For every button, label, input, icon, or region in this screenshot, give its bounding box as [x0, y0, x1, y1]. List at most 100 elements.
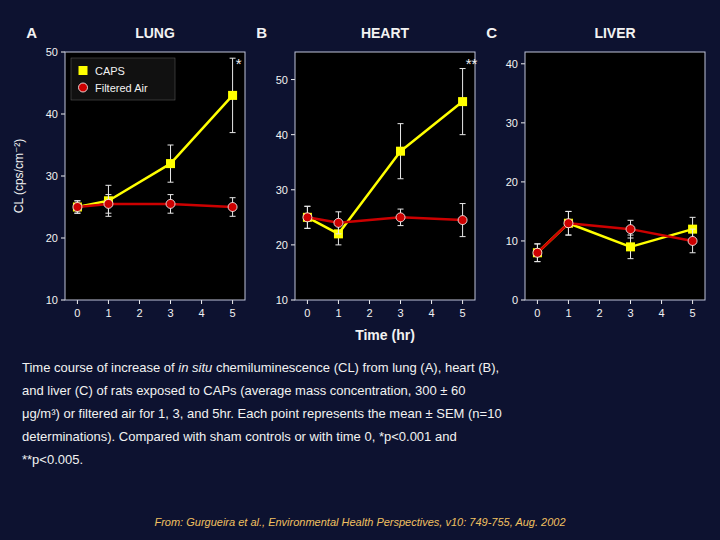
y-tick	[61, 238, 65, 239]
x-tick	[599, 300, 600, 304]
y-tick-label: 50	[46, 46, 58, 58]
point	[73, 203, 82, 212]
point	[688, 236, 697, 245]
x-tick-label: 0	[534, 307, 540, 319]
background	[0, 0, 720, 540]
y-tick-label: 20	[46, 232, 58, 244]
y-tick	[521, 240, 525, 241]
x-tick	[108, 300, 109, 304]
point	[533, 248, 542, 257]
y-tick	[61, 114, 65, 115]
source-text: From: Gurgueira et al., Environmental He…	[154, 516, 565, 528]
point	[303, 213, 312, 222]
point	[166, 199, 175, 208]
legend-box	[71, 58, 175, 100]
series-line	[537, 223, 692, 253]
y-tick	[521, 63, 525, 64]
caption-text: chemiluminescence (CL) from lung (A), he…	[212, 360, 499, 375]
y-tick	[521, 300, 525, 301]
data-layer	[303, 69, 467, 245]
y-tick	[291, 300, 295, 301]
x-tick	[400, 300, 401, 304]
caption-text: μg/m³) or filtered air for 1, 3, and 5hr…	[22, 406, 502, 421]
panel-label: B	[256, 24, 267, 41]
annotation: *	[236, 55, 242, 72]
legend-label: Filtered Air	[95, 82, 148, 94]
x-tick	[201, 300, 202, 304]
x-tick-label: 2	[596, 307, 602, 319]
y-tick	[521, 181, 525, 182]
series-line	[77, 204, 232, 207]
y-axis-label: CL (cps/cm⁻²)	[12, 139, 26, 214]
panel-title: LIVER	[594, 25, 635, 41]
x-axis-label: Time (hr)	[355, 327, 415, 343]
caption-line: and liver (C) of rats exposed to CAPs (a…	[22, 383, 466, 398]
x-tick-label: 2	[136, 307, 142, 319]
x-tick	[661, 300, 662, 304]
plot-area	[65, 52, 245, 300]
x-tick-label: 5	[460, 307, 466, 319]
x-tick	[307, 300, 308, 304]
point	[626, 242, 635, 251]
x-tick	[568, 300, 569, 304]
y-tick	[521, 122, 525, 123]
x-tick	[692, 300, 693, 304]
y-tick-label: 0	[512, 294, 518, 306]
y-tick-label: 10	[506, 235, 518, 247]
y-tick-label: 20	[276, 239, 288, 251]
point	[396, 147, 405, 156]
plot-area	[525, 52, 705, 300]
y-tick	[291, 244, 295, 245]
panel: 010203040012345LIVERC	[486, 24, 705, 319]
panel-label: A	[26, 24, 37, 41]
panel: 1020304050012345*LUNGACL (cps/cm⁻²)CAPSF…	[12, 24, 245, 319]
caption-line: μg/m³) or filtered air for 1, 3, and 5hr…	[22, 406, 502, 421]
x-tick	[139, 300, 140, 304]
y-tick	[291, 79, 295, 80]
x-tick	[170, 300, 171, 304]
panel-title: LUNG	[135, 25, 175, 41]
figure: 1020304050012345*LUNGACL (cps/cm⁻²)CAPSF…	[0, 0, 720, 540]
caption-text: in situ	[178, 360, 212, 375]
x-tick	[232, 300, 233, 304]
plot-area	[295, 52, 475, 300]
x-tick-label: 4	[428, 307, 434, 319]
plot-frame	[295, 52, 475, 300]
x-tick-label: 4	[658, 307, 664, 319]
caption: Time course of increase of in situ chemi…	[22, 360, 502, 467]
y-tick	[291, 189, 295, 190]
x-tick-label: 1	[105, 307, 111, 319]
series-line	[307, 102, 462, 234]
caption-line: Time course of increase of in situ chemi…	[22, 360, 499, 375]
caption-text: determinations). Compared with sham cont…	[22, 429, 457, 444]
series-line	[77, 95, 232, 207]
caption-text: **p<0.005.	[22, 452, 83, 467]
x-tick-label: 4	[198, 307, 204, 319]
legend-marker	[79, 66, 88, 75]
y-tick	[61, 176, 65, 177]
legend-label: CAPS	[95, 65, 125, 77]
y-tick-label: 20	[506, 176, 518, 188]
point	[104, 199, 113, 208]
legend-marker	[79, 83, 88, 92]
caption-text: Time course of increase of	[22, 360, 178, 375]
x-tick-label: 5	[690, 307, 696, 319]
annotation: **	[466, 55, 478, 72]
caption-text: and liver (C) of rats exposed to CAPs (a…	[22, 383, 466, 398]
point	[564, 219, 573, 228]
y-tick-label: 30	[276, 184, 288, 196]
point	[458, 97, 467, 106]
point	[228, 91, 237, 100]
x-tick-label: 3	[397, 307, 403, 319]
x-tick	[369, 300, 370, 304]
point	[166, 159, 175, 168]
x-tick-label: 3	[627, 307, 633, 319]
y-tick-label: 10	[276, 294, 288, 306]
x-tick	[630, 300, 631, 304]
x-tick	[338, 300, 339, 304]
caption-line: **p<0.005.	[22, 452, 83, 467]
point	[626, 225, 635, 234]
x-tick	[77, 300, 78, 304]
series-line	[307, 217, 462, 223]
point	[334, 218, 343, 227]
